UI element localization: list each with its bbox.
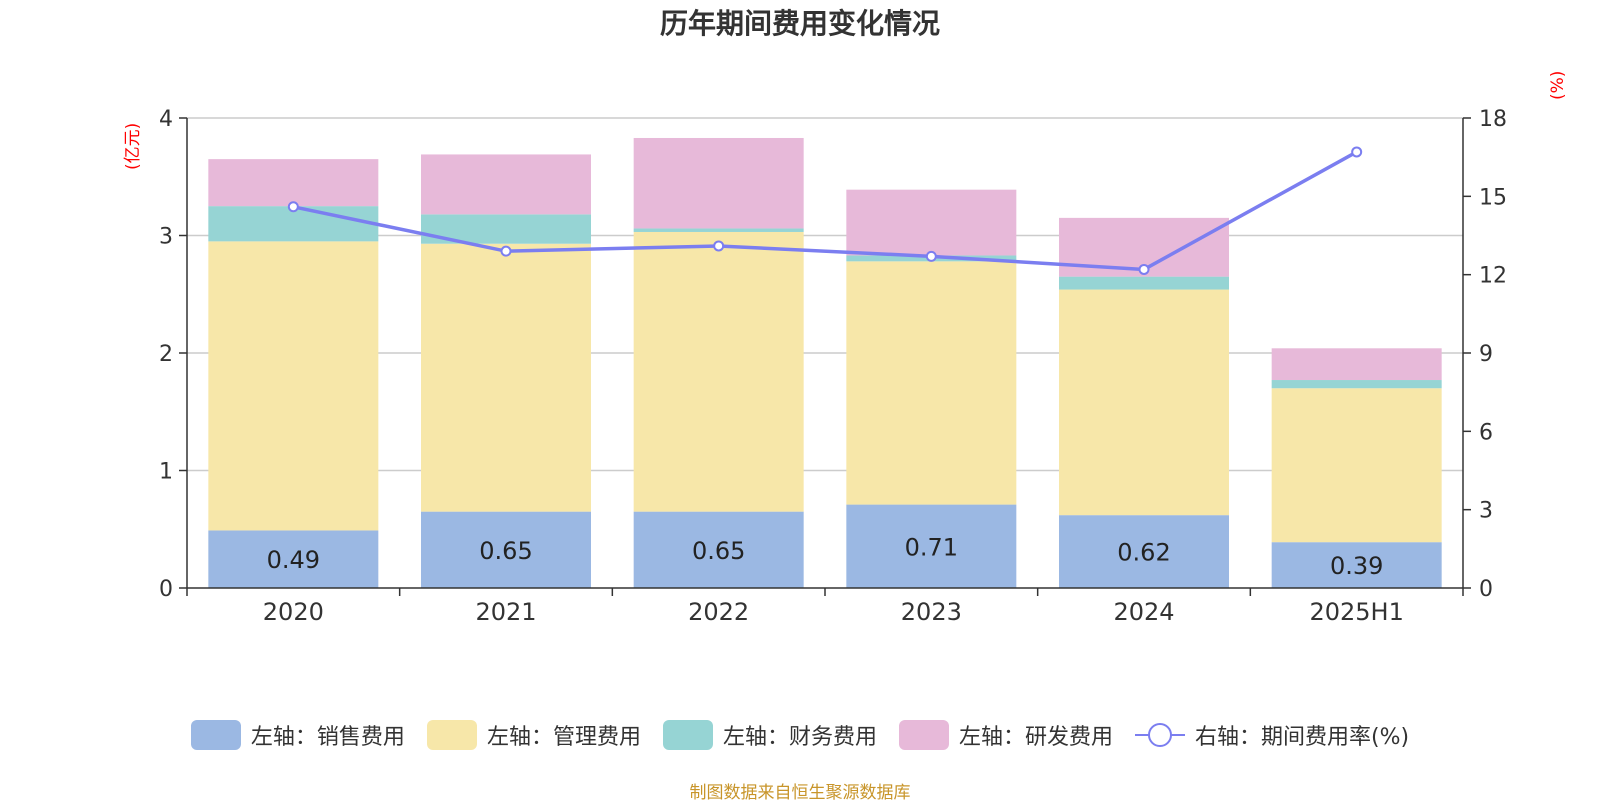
y2-tick-label: 18 — [1479, 107, 1507, 132]
legend-label-sales: 左轴：销售费用 — [250, 725, 405, 750]
bar-segment — [846, 189, 1017, 256]
x-tick-label: 2020 — [263, 598, 324, 626]
legend-swatch-expense-rate — [1134, 720, 1185, 750]
bar-segment — [1059, 276, 1229, 290]
expense-rate-point — [925, 250, 937, 262]
legend-item-rnd[interactable]: 左轴：研发费用 — [898, 719, 1113, 751]
y-tick-label: 1 — [159, 460, 173, 485]
bar-segment — [1271, 380, 1442, 389]
legend-item-finance[interactable]: 左轴：财务费用 — [662, 719, 877, 751]
y2-tick-label: 0 — [1479, 577, 1493, 602]
x-tick-label: 2023 — [901, 598, 962, 626]
bar-segment — [1271, 542, 1442, 588]
legend-label-rnd: 左轴：研发费用 — [958, 725, 1113, 750]
bar-data-label: 0.65 — [479, 537, 532, 565]
legend-item-sales[interactable]: 左轴：销售费用 — [190, 719, 405, 751]
bar-segment — [846, 504, 1017, 588]
legend-item-expense-rate[interactable]: 右轴：期间费用率(%) — [1134, 719, 1410, 751]
bar-segment — [846, 261, 1017, 505]
x-tick-label: 2025H1 — [1309, 598, 1403, 626]
bar-data-label: 0.49 — [267, 546, 320, 574]
expense-rate-point — [500, 245, 512, 257]
x-tick-label: 2021 — [475, 598, 536, 626]
legend-label-finance: 左轴：财务费用 — [722, 725, 877, 750]
legend: 左轴：销售费用 左轴：管理费用 左轴：财务费用 左轴：研发费用 右轴：期间费用率… — [0, 717, 1600, 753]
x-tick-label: 2022 — [688, 598, 749, 626]
bar-segment — [633, 511, 804, 588]
legend-item-admin[interactable]: 左轴：管理费用 — [426, 719, 641, 751]
bar-data-label: 0.62 — [1117, 539, 1170, 567]
bar-data-label: 0.39 — [1330, 552, 1383, 580]
y-tick-label: 2 — [159, 342, 173, 367]
bar-segment — [633, 137, 804, 229]
bar-segment — [1059, 515, 1229, 588]
expense-rate-line — [292, 150, 1358, 272]
bar-segment — [421, 154, 591, 215]
bar-segment — [208, 241, 379, 531]
bar-segment — [1271, 388, 1442, 543]
bar-segment — [421, 243, 591, 512]
bar-segment — [421, 511, 591, 588]
bar-data-label: 0.71 — [905, 533, 958, 561]
legend-swatch-admin — [426, 720, 477, 750]
bar-segment — [208, 530, 379, 588]
legend-swatch-sales — [190, 720, 241, 750]
expense-rate-point — [713, 240, 725, 252]
legend-label-admin: 左轴：管理费用 — [486, 725, 641, 750]
y2-tick-label: 15 — [1479, 185, 1507, 210]
y2-tick-label: 12 — [1479, 264, 1507, 289]
bar-segment — [633, 231, 804, 512]
bar-segment — [1059, 289, 1229, 516]
y2-tick-label: 6 — [1479, 420, 1493, 445]
legend-swatch-finance — [662, 720, 713, 750]
y-tick-label: 3 — [159, 225, 173, 250]
x-tick-label: 2024 — [1113, 598, 1174, 626]
y2-tick-label: 9 — [1479, 342, 1493, 367]
bar-segment — [208, 159, 379, 207]
y-tick-label: 4 — [159, 107, 173, 132]
bar-segment — [633, 228, 804, 232]
chart-title: 历年期间费用变化情况 — [659, 7, 940, 40]
legend-label-expense-rate: 右轴：期间费用率(%) — [1194, 725, 1410, 750]
y-tick-label: 0 — [159, 577, 173, 602]
expense-rate-point — [1351, 146, 1363, 158]
data-source-note: 制图数据来自恒生聚源数据库 — [689, 783, 911, 803]
expense-rate-point — [1138, 263, 1150, 275]
legend-swatch-rnd — [898, 720, 949, 750]
bar-data-label: 0.65 — [692, 537, 745, 565]
y2-tick-label: 3 — [1479, 499, 1493, 524]
bar-segment — [1271, 348, 1442, 381]
expense-rate-point — [287, 201, 299, 213]
